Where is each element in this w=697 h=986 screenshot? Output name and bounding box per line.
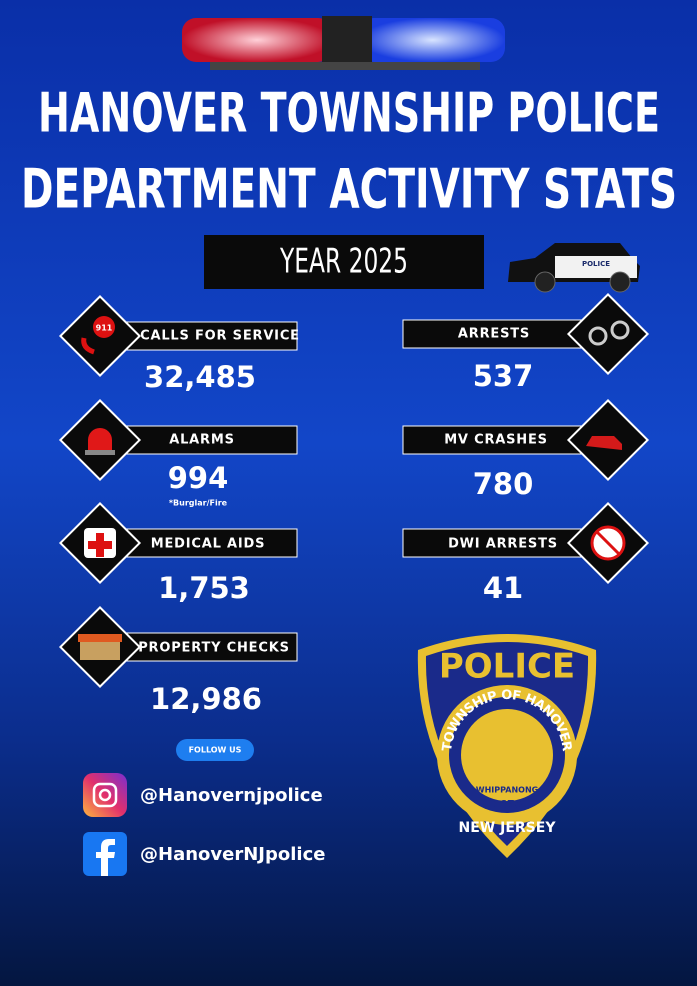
badge: POLICE TOWNSHIP OF HANOVER WHIPPANONG 16… bbox=[417, 634, 597, 858]
title-line: DEPARTMENT ACTIVITY STATS bbox=[21, 158, 677, 221]
light-bar bbox=[182, 16, 505, 70]
stat-label: PROPERTY CHECKS bbox=[138, 641, 290, 656]
stat-label: MEDICAL AIDS bbox=[151, 537, 266, 552]
stat-label: CALLS FOR SERVICE bbox=[140, 329, 300, 344]
icon bbox=[93, 316, 115, 338]
icon bbox=[586, 436, 622, 450]
badge-text: NEW JERSEY bbox=[459, 820, 557, 836]
instagram-handle[interactable]: @Hanovernjpolice bbox=[140, 785, 323, 806]
badge-text: POLICE bbox=[439, 647, 575, 687]
icon bbox=[88, 428, 112, 450]
police-car: POLICE bbox=[508, 243, 640, 293]
icon bbox=[610, 320, 630, 340]
stat-value: 537 bbox=[473, 359, 534, 393]
stat-label: ARRESTS bbox=[458, 327, 530, 342]
year: YEAR 2025 bbox=[279, 242, 408, 282]
icon-text: 911 bbox=[96, 324, 113, 333]
instagram-icon bbox=[98, 788, 112, 802]
badge-year: 1676 bbox=[492, 798, 523, 811]
title-line: HANOVER TOWNSHIP POLICE bbox=[38, 82, 660, 145]
badge-seal bbox=[461, 709, 553, 801]
instagram-icon bbox=[92, 782, 118, 808]
stat-label: DWI ARRESTS bbox=[448, 537, 558, 552]
follow-button-text[interactable]: FOLLOW US bbox=[189, 746, 242, 755]
stat-value: 12,986 bbox=[150, 682, 262, 716]
stat-value: 41 bbox=[483, 571, 523, 605]
year-box bbox=[204, 235, 484, 289]
instagram-icon[interactable] bbox=[83, 773, 127, 817]
icon bbox=[588, 326, 608, 346]
stat-label: ALARMS bbox=[169, 433, 235, 448]
icon bbox=[85, 450, 115, 455]
stat-label: MV CRASHES bbox=[444, 433, 548, 448]
facebook-handle[interactable]: @HanoverNJpolice bbox=[140, 844, 325, 865]
badge-scroll: WHIPPANONG bbox=[476, 786, 538, 795]
left-stats: 911 CALLS FOR SERVICE ALARMS MEDICAL AID… bbox=[58, 294, 300, 716]
stat-value: 780 bbox=[473, 467, 534, 501]
stat-value: 994 bbox=[168, 461, 229, 495]
follow-button[interactable] bbox=[176, 739, 254, 761]
icon bbox=[80, 640, 120, 660]
icon bbox=[595, 530, 621, 556]
icon bbox=[88, 533, 112, 557]
icon bbox=[81, 337, 95, 355]
right-stats: ARRESTS MV CRASHES DWI ARRESTS 537 780 4… bbox=[402, 292, 650, 605]
facebook-icon bbox=[96, 839, 115, 876]
stat-value: 32,485 bbox=[144, 360, 256, 394]
stat-value: 1,753 bbox=[158, 571, 250, 605]
stat-note: *Burglar/Fire bbox=[169, 499, 228, 508]
icon-diamond bbox=[566, 292, 650, 376]
car-text: POLICE bbox=[582, 260, 610, 268]
icon bbox=[78, 634, 122, 642]
